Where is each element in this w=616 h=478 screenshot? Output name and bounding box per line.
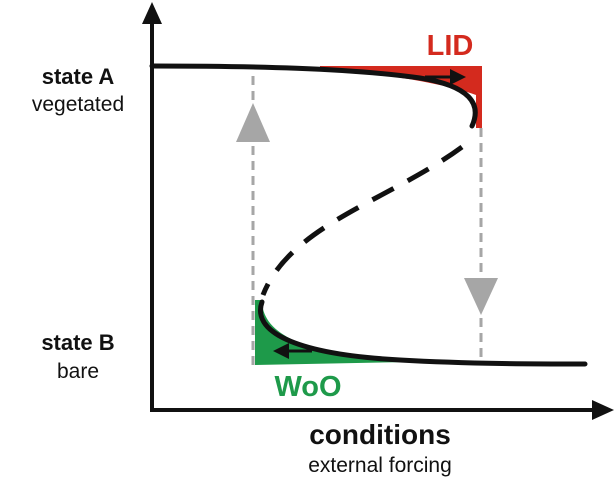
lid-region <box>320 66 476 95</box>
state-a-subtitle: vegetated <box>32 93 124 116</box>
upward-arrow-head <box>236 103 270 142</box>
lid-label: LID <box>427 30 474 62</box>
y-axis-arrow-icon <box>142 2 162 24</box>
unstable-branch <box>260 144 464 296</box>
lid-arrow-head <box>450 69 466 85</box>
state-a-title: state A <box>42 64 115 89</box>
woo-region <box>255 300 410 365</box>
state-b-title: state B <box>41 330 114 355</box>
state-b-subtitle: bare <box>57 360 99 383</box>
upper-stable-branch <box>149 63 478 129</box>
x-axis-subtitle: external forcing <box>308 454 452 477</box>
x-axis-title: conditions <box>309 419 451 450</box>
woo-label: WoO <box>274 371 341 403</box>
x-axis-arrow-icon <box>592 400 614 420</box>
downward-arrow-head <box>464 278 498 315</box>
woo-arrow-head <box>273 343 289 359</box>
lower-stable-branch <box>258 299 588 367</box>
